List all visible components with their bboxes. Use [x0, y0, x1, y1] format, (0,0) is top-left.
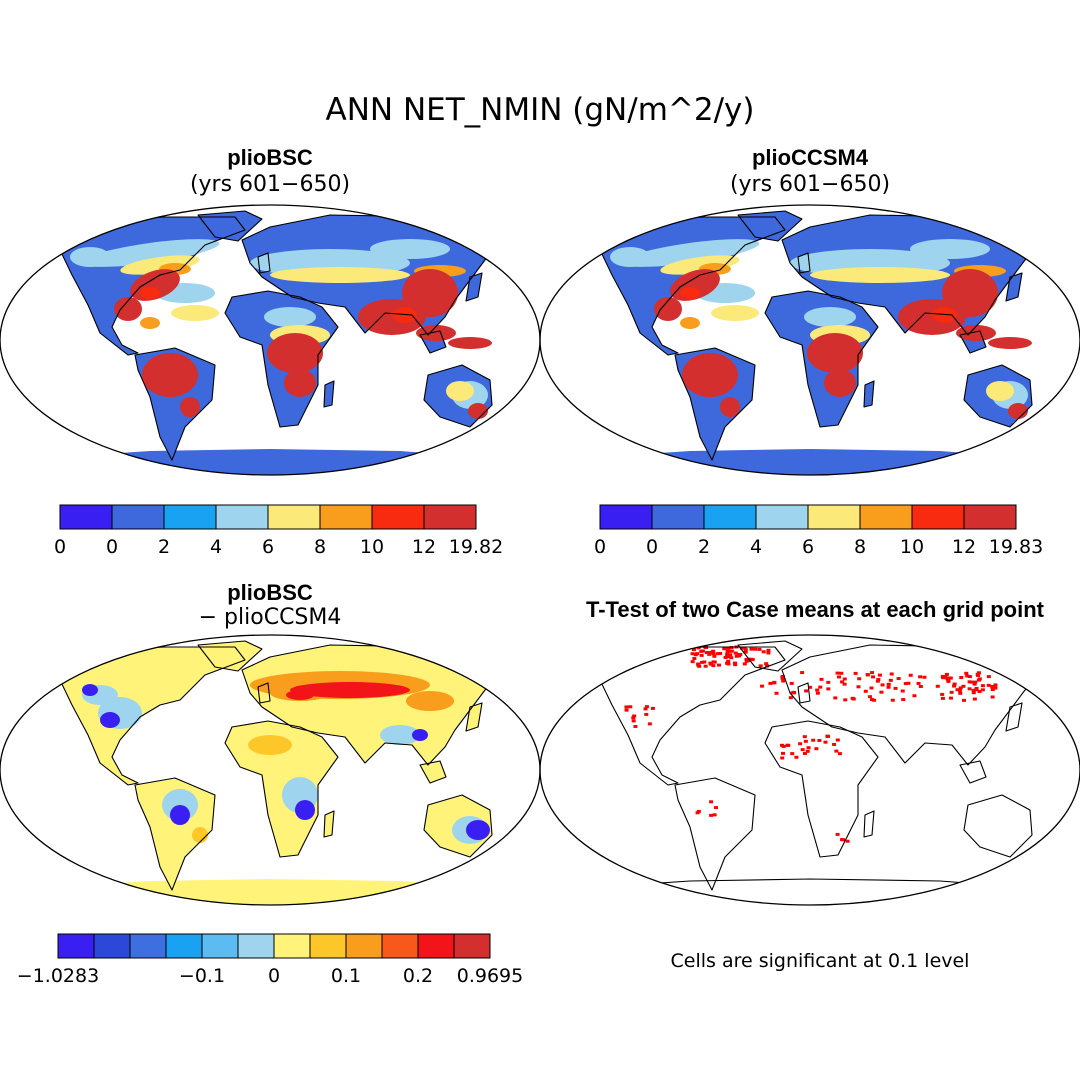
map-plioCCSM4	[540, 205, 1080, 475]
colorbar-top_left-swatch	[163, 504, 217, 530]
colorbar-bottom_left-swatch	[345, 933, 383, 959]
panel-tr-subtitle: (yrs 601−650)	[729, 172, 891, 197]
colorbar-bottom_left-swatch	[381, 933, 419, 959]
figure-title: ANN NET_NMIN (gN/m^2/y)	[325, 92, 755, 128]
panel-tr-title: plioCCSM4	[751, 145, 869, 170]
colorbar-bottom_left-label: 0.2	[403, 965, 433, 987]
colorbar-top_left-label: 8	[314, 536, 326, 558]
panel-bl-title: plioBSC	[227, 580, 313, 605]
colorbar-bottom_left-swatch	[309, 933, 347, 959]
colorbar-top_right-label: 0	[594, 536, 606, 558]
colorbar-bottom_left-label: 0.1	[331, 965, 361, 987]
colorbar-bottom_left-swatch	[201, 933, 239, 959]
colorbar-top_left-swatch	[111, 504, 165, 530]
colorbar-top_right-label: 19.83	[989, 536, 1043, 558]
colorbar-top_left-label: 0	[106, 536, 118, 558]
colorbar-bottom_left-label: −1.0283	[17, 965, 99, 987]
colorbar-top_left-label: 2	[158, 536, 170, 558]
colorbar-top_left-label: 10	[360, 536, 384, 558]
colorbar-bottom_left-swatch	[93, 933, 131, 959]
colorbar-bottom_left-label: 0.9695	[457, 965, 523, 987]
colorbar-bottom_left-swatch	[453, 933, 491, 959]
panel-tl-subtitle: (yrs 601−650)	[189, 172, 351, 197]
colorbar-top_left-swatch	[371, 504, 425, 530]
colorbar-top_right-label: 10	[900, 536, 924, 558]
colorbar-top_left-swatch	[59, 504, 113, 530]
colorbar-top_right-swatch	[807, 504, 861, 530]
colorbar-bottom_left-swatch	[165, 933, 203, 959]
panel-br-title: T-Test of two Case means at each grid po…	[585, 597, 1044, 622]
panel-bl-subtitle: − plioCCSM4	[198, 605, 342, 630]
map-ttest	[540, 635, 1080, 905]
footnote: Cells are significant at 0.1 level	[670, 950, 970, 972]
colorbar-top_right-swatch	[755, 504, 809, 530]
colorbar-top_left-label: 12	[412, 536, 436, 558]
colorbar-top_right-label: 4	[750, 536, 762, 558]
panel-tl-title: plioBSC	[227, 145, 313, 170]
colorbar-top_left-label: 0	[54, 536, 66, 558]
map-border-br	[539, 634, 1080, 906]
colorbar-bottom_left-swatch	[237, 933, 275, 959]
colorbar-top_right-label: 6	[802, 536, 814, 558]
map-difference	[0, 635, 540, 905]
colorbar-top_left-swatch	[423, 504, 477, 530]
colorbar-bottom_left-swatch	[57, 933, 95, 959]
colorbar-bottom_left-swatch	[273, 933, 311, 959]
colorbar-top_right-swatch	[859, 504, 913, 530]
colorbar-top_right-swatch	[599, 504, 653, 530]
colorbar-top_left-swatch	[267, 504, 321, 530]
colorbar-bottom_left-swatch	[417, 933, 455, 959]
colorbar-top_left-swatch	[319, 504, 373, 530]
colorbar-top_right-label: 2	[698, 536, 710, 558]
colorbar-top_left-swatch	[215, 504, 269, 530]
colorbar-top_right-label: 12	[952, 536, 976, 558]
colorbar-top_right-swatch	[703, 504, 757, 530]
map-plioBSC	[0, 205, 540, 475]
colorbar-top_right-swatch	[651, 504, 705, 530]
colorbar-top_right-swatch	[963, 504, 1017, 530]
colorbar-top_left-label: 6	[262, 536, 274, 558]
colorbar-top_left-label: 19.82	[449, 536, 503, 558]
colorbar-bottom_left-label: −0.1	[179, 965, 225, 987]
colorbar-bottom_left-swatch	[129, 933, 167, 959]
colorbar-top_right-label: 8	[854, 536, 866, 558]
colorbar-top_left-label: 4	[210, 536, 222, 558]
colorbar-top_right-label: 0	[646, 536, 658, 558]
colorbar-top_right-swatch	[911, 504, 965, 530]
colorbar-bottom_left-label: 0	[268, 965, 280, 987]
map-border-tr	[539, 204, 1080, 476]
